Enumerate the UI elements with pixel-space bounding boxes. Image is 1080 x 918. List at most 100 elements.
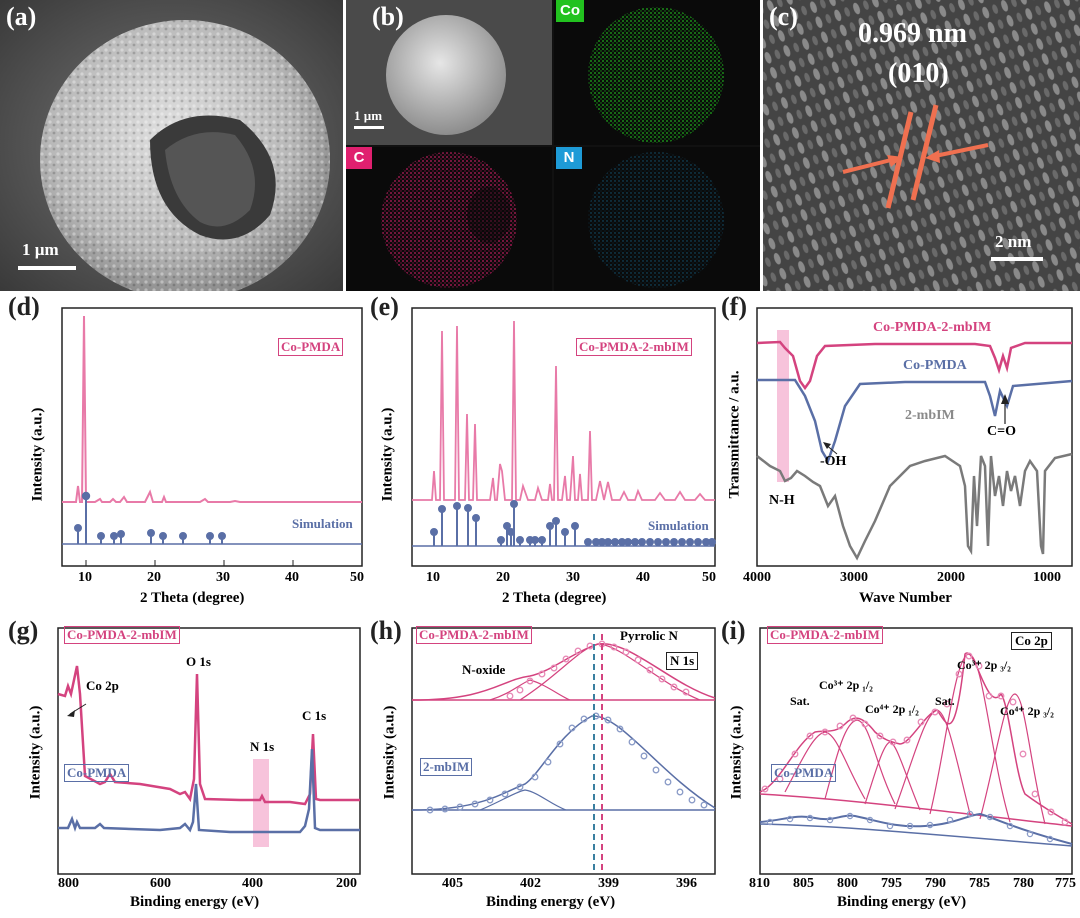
xtick-f-3000: 3000	[840, 570, 868, 585]
scale-bar-c	[991, 257, 1043, 261]
legend-e: Co-PMDA-2-mbIM	[576, 338, 692, 356]
xtick-i-800: 800	[837, 876, 858, 891]
legend-g-co-pmda: Co-PMDA	[64, 764, 130, 782]
xrd-plot-d	[61, 307, 363, 567]
xtick-f-4000: 4000	[743, 570, 771, 585]
ylabel-h: Intensity (a.u.)	[381, 705, 398, 800]
panel-h-xps-n1s: (h) Co-PMDA-2-mbIM 2-mbIM N-oxide Pyrrol…	[370, 614, 725, 913]
xtick-i-805: 805	[793, 876, 814, 891]
hrtem-lattice	[763, 0, 1080, 291]
xtick-i-775: 775	[1055, 876, 1076, 891]
xtick-f-1000: 1000	[1033, 570, 1061, 585]
xtick-e-40: 40	[636, 570, 650, 585]
ftir-plot	[756, 307, 1073, 567]
annot-i-co3-12: Co³⁺ 2p ₁/₂	[819, 678, 873, 692]
xtick-e-20: 20	[496, 570, 510, 585]
scale-bar-b	[354, 126, 384, 129]
xtick-d-50: 50	[350, 570, 364, 585]
panel-g-xps-survey: (g) Co-PMDA-2-mbIM Co-PMDA Co 2p O 1s N …	[0, 614, 370, 913]
legend-h-2-mbim: 2-mbIM	[420, 758, 473, 776]
xtick-h-396: 396	[676, 876, 697, 891]
eds-map-grid	[346, 0, 760, 291]
xps-n1s-plot	[411, 627, 716, 875]
annot-g-o1s: O 1s	[186, 654, 211, 669]
map-tag-co: Co	[556, 0, 584, 22]
xtick-d-40: 40	[285, 570, 299, 585]
annot-h-pyrrolic: Pyrrolic N	[620, 628, 678, 643]
panel-label-f: (f)	[721, 292, 747, 321]
annot-g-c1s: C 1s	[302, 708, 327, 723]
xtick-d-20: 20	[147, 570, 161, 585]
annot-f-nh: N-H	[769, 493, 795, 508]
xtick-g-200: 200	[336, 876, 357, 891]
series-f-2-mbim: 2-mbIM	[905, 408, 955, 423]
panel-label-d: (d)	[8, 292, 40, 321]
xtick-d-10: 10	[78, 570, 92, 585]
legend-d: Co-PMDA	[278, 338, 344, 356]
xrd-plot-e	[411, 307, 716, 567]
legend-h-co-pmda-2-mbim: Co-PMDA-2-mbIM	[416, 626, 532, 644]
sim-label-d: Simulation	[292, 516, 353, 531]
legend-i-co-pmda-2-mbim: Co-PMDA-2-mbIM	[767, 626, 883, 644]
annot-f-oh: -OH	[820, 454, 847, 469]
plane-text: (010)	[888, 58, 949, 89]
annot-i-co2p: Co 2p	[1011, 632, 1052, 650]
panel-d-xrd: (d) Co-PMDA Simulation 10 20 30 40 50 2 …	[0, 292, 370, 614]
xtick-h-405: 405	[442, 876, 463, 891]
series-f-co-pmda: Co-PMDA	[903, 358, 967, 373]
xtick-i-810: 810	[749, 876, 770, 891]
xlabel-i: Binding energy (eV)	[837, 894, 967, 910]
sim-label-e: Simulation	[648, 518, 709, 533]
annot-g-n1s: N 1s	[250, 739, 275, 754]
panel-label-a: (a)	[6, 2, 37, 31]
annot-h-n1s: N 1s	[666, 652, 699, 670]
xtick-i-795: 795	[881, 876, 902, 891]
series-f-co-pmda-2-mbim: Co-PMDA-2-mbIM	[873, 320, 992, 335]
panel-a-sem-image: (a) 1 µm	[0, 0, 343, 291]
annot-g-co2p: Co 2p	[86, 678, 119, 693]
xtick-f-2000: 2000	[937, 570, 965, 585]
ylabel-g: Intensity (a.u.)	[27, 705, 44, 800]
ylabel-e: Intensity (a.u.)	[379, 407, 396, 502]
panel-e-xrd: (e) Co-PMDA-2-mbIM Simulation 10 20 30 4…	[370, 292, 725, 614]
xlabel-h: Binding energy (eV)	[486, 894, 616, 910]
annot-i-co4-12: Co⁴⁺ 2p ₁/₂	[865, 702, 919, 716]
xtick-g-800: 800	[58, 876, 79, 891]
xtick-e-10: 10	[426, 570, 440, 585]
panel-c-hrtem-image: (c) 0.969 nm (010) 2 nm	[763, 0, 1080, 291]
xlabel-f: Wave Number	[859, 590, 952, 606]
xtick-i-790: 790	[925, 876, 946, 891]
scale-text-a: 1 µm	[22, 240, 59, 259]
xlabel-e: 2 Theta (degree)	[502, 590, 607, 606]
legend-g-co-pmda-2-mbim: Co-PMDA-2-mbIM	[64, 626, 180, 644]
xlabel-g: Binding energy (eV)	[130, 894, 260, 910]
xtick-g-600: 600	[150, 876, 171, 891]
annot-i-sat2: Sat.	[935, 694, 955, 708]
panel-label-b: (b)	[372, 2, 404, 31]
scale-text-b: 1 µm	[354, 108, 383, 123]
scale-text-c: 2 nm	[995, 232, 1032, 251]
xtick-d-30: 30	[216, 570, 230, 585]
map-tag-c: C	[346, 147, 372, 169]
panel-label-c: (c)	[769, 2, 798, 31]
panel-f-ftir: (f) Co-PMDA-2-mbIM Co-PMDA 2-mbIM -OH N-…	[721, 292, 1080, 614]
annot-i-sat1: Sat.	[790, 694, 810, 708]
annot-h-noxide: N-oxide	[462, 662, 506, 677]
ylabel-f: Transmittance / a.u.	[726, 370, 743, 499]
map-tag-n: N	[556, 147, 582, 169]
panel-label-g: (g)	[8, 616, 39, 645]
ylabel-i: Intensity (a.u.)	[728, 705, 745, 800]
xlabel-d: 2 Theta (degree)	[140, 590, 245, 606]
ylabel-d: Intensity (a.u.)	[29, 407, 46, 502]
xtick-g-400: 400	[242, 876, 263, 891]
d-spacing-text: 0.969 nm	[858, 18, 967, 49]
annot-i-co4-32: Co⁴⁺ 2p ₃/₂	[1000, 704, 1054, 718]
annot-f-co: C=O	[987, 424, 1016, 439]
panel-label-i: (i)	[721, 616, 746, 645]
xtick-e-30: 30	[566, 570, 580, 585]
legend-i-co-pmda: Co-PMDA	[771, 764, 837, 782]
sem-hollow-sphere	[0, 0, 343, 291]
scale-bar-a	[18, 266, 76, 270]
xtick-h-399: 399	[598, 876, 619, 891]
panel-label-e: (e)	[370, 292, 399, 321]
